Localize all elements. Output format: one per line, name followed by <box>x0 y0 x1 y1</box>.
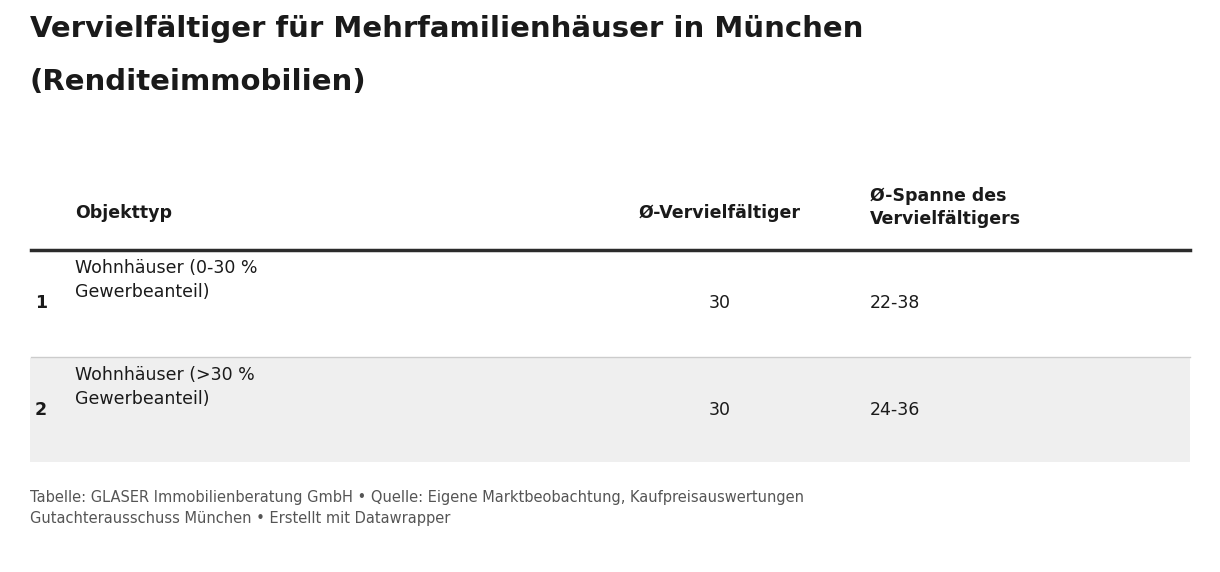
Text: Tabelle: GLASER Immobilienberatung GmbH • Quelle: Eigene Marktbeobachtung, Kaufp: Tabelle: GLASER Immobilienberatung GmbH … <box>30 490 804 526</box>
Text: 1: 1 <box>35 295 48 312</box>
Bar <box>30 251 1190 356</box>
Text: Wohnhäuser (0-30 %
Gewerbeanteil): Wohnhäuser (0-30 % Gewerbeanteil) <box>74 259 257 301</box>
Text: Ø-Vervielfältiger: Ø-Vervielfältiger <box>639 204 802 221</box>
Text: 30: 30 <box>709 295 731 312</box>
Text: 22-38: 22-38 <box>870 295 920 312</box>
Text: Vervielfältiger für Mehrfamilienhäuser in München: Vervielfältiger für Mehrfamilienhäuser i… <box>30 15 864 43</box>
Text: (Renditeimmobilien): (Renditeimmobilien) <box>30 68 367 96</box>
Bar <box>30 358 1190 462</box>
Text: Ø-Spanne des
Vervielfältigers: Ø-Spanne des Vervielfältigers <box>870 187 1021 228</box>
Text: 2: 2 <box>35 401 48 419</box>
Text: 24-36: 24-36 <box>870 401 920 419</box>
Text: 30: 30 <box>709 401 731 419</box>
Text: Objekttyp: Objekttyp <box>74 204 172 221</box>
Text: Wohnhäuser (>30 %
Gewerbeanteil): Wohnhäuser (>30 % Gewerbeanteil) <box>74 366 255 408</box>
